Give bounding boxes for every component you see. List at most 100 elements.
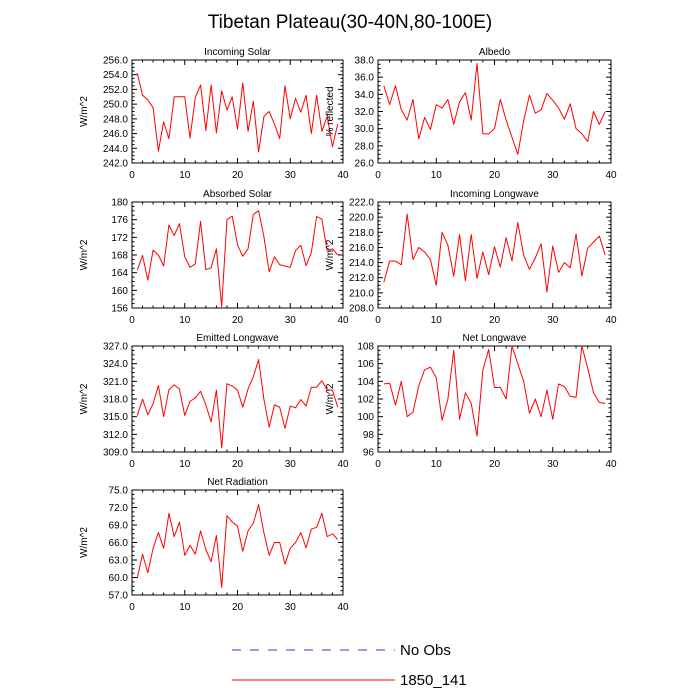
y-tick-label: 324.0 [103, 359, 128, 370]
x-tick-label: 40 [337, 459, 349, 470]
plot-frame [377, 201, 612, 309]
x-tick-label: 0 [375, 315, 381, 326]
plot-frame [377, 59, 612, 164]
y-tick-label: 327.0 [103, 342, 128, 353]
series-line-1850-141 [383, 62, 606, 155]
x-tick-label: 0 [129, 459, 135, 470]
panel-title: Net Radiation [207, 477, 268, 488]
plot-frame [377, 345, 612, 453]
y-tick-label: 106 [357, 359, 374, 370]
y-tick-label: 212.0 [349, 273, 374, 284]
x-tick-label: 30 [285, 170, 297, 181]
x-tick-label: 20 [489, 170, 501, 181]
y-tick-label: 309.0 [103, 448, 128, 459]
panel-title: Albedo [479, 47, 511, 58]
y-axis-label: W/m^2 [79, 96, 90, 127]
series-line-1850-141 [136, 210, 339, 308]
x-tick-label: 10 [431, 315, 443, 326]
x-tick-label: 0 [129, 602, 135, 613]
x-tick-label: 30 [547, 459, 559, 470]
y-tick-label: 60.0 [109, 573, 129, 584]
panel-incoming-longwave: Incoming Longwave W/m^2 208.0 210.0 212.0 214… [325, 189, 617, 326]
y-tick-label: 72.0 [109, 503, 129, 514]
series-line-1850-141 [136, 359, 339, 449]
y-axis-label: W/m^2 [325, 239, 336, 270]
y-tick-label: 222.0 [349, 198, 374, 209]
y-tick-label: 321.0 [103, 377, 128, 388]
y-tick-label: 26.0 [355, 159, 375, 170]
y-tick-label: 28.0 [355, 141, 375, 152]
series-line-1850-141 [136, 504, 339, 588]
x-tick-label: 20 [489, 315, 501, 326]
y-tick-label: 208.0 [349, 304, 374, 315]
y-tick-label: 315.0 [103, 412, 128, 423]
panel-albedo: Albedo % reflected 26.0 28.0 30.0 32.0 34.0 36.… [325, 47, 617, 181]
y-tick-label: 248.0 [103, 114, 128, 125]
y-tick-label: 318.0 [103, 395, 128, 406]
y-tick-label: 57.0 [109, 591, 129, 602]
y-tick-label: 63.0 [109, 556, 129, 567]
y-tick-label: 156 [111, 304, 128, 315]
y-tick-label: 218.0 [349, 228, 374, 239]
x-tick-label: 30 [547, 170, 559, 181]
panel-emitted-longwave: Emitted Longwave W/m^2 309.0 312.0 315.0 318.… [79, 333, 349, 470]
panels: Incoming Solar W/m^2 242.0 244.0 246.0 248.0 2… [79, 47, 617, 613]
x-tick-label: 0 [129, 170, 135, 181]
y-tick-label: 172 [111, 233, 128, 244]
y-tick-label: 312.0 [103, 430, 128, 441]
y-axis-label: % reflected [325, 86, 336, 136]
plot-frame [131, 489, 344, 596]
y-tick-label: 254.0 [103, 70, 128, 81]
x-tick-label: 10 [179, 315, 191, 326]
y-tick-label: 242.0 [103, 159, 128, 170]
x-tick-label: 10 [179, 459, 191, 470]
panel-absorbed-solar: Absorbed Solar W/m^2 156 160 164 168 172 176 180… [79, 189, 349, 326]
legend-label-no-obs: No Obs [400, 642, 451, 659]
figure-title: Tibetan Plateau(30-40N,80-100E) [208, 12, 492, 33]
y-tick-label: 108 [357, 342, 374, 353]
x-tick-label: 30 [285, 315, 297, 326]
y-tick-label: 256.0 [103, 56, 128, 67]
series-line-1850-141 [383, 345, 606, 437]
y-axis-label: W/m^2 [79, 383, 90, 414]
x-tick-label: 20 [489, 459, 501, 470]
y-tick-label: 36.0 [355, 73, 375, 84]
y-tick-label: 66.0 [109, 538, 129, 549]
x-tick-label: 20 [232, 315, 244, 326]
panel-net-longwave: Net Longwave W/m^2 96 98 100 102 104 106 108 0 10 2… [325, 333, 617, 470]
x-tick-label: 30 [285, 459, 297, 470]
x-tick-label: 40 [337, 170, 349, 181]
y-axis-label: W/m^2 [79, 239, 90, 270]
y-tick-label: 100 [357, 412, 374, 423]
y-tick-label: 244.0 [103, 144, 128, 155]
y-axis-label: W/m^2 [79, 527, 90, 558]
y-tick-label: 32.0 [355, 107, 375, 118]
x-tick-label: 40 [337, 602, 349, 613]
y-axis-label: W/m^2 [325, 383, 336, 414]
y-tick-label: 98 [363, 430, 375, 441]
plot-frame [131, 201, 344, 309]
panel-title: Emitted Longwave [196, 333, 279, 344]
x-tick-label: 40 [605, 459, 617, 470]
y-tick-label: 104 [357, 377, 374, 388]
y-tick-label: 176 [111, 215, 128, 226]
x-tick-label: 20 [232, 170, 244, 181]
y-tick-label: 38.0 [355, 56, 375, 67]
y-tick-label: 30.0 [355, 124, 375, 135]
y-tick-label: 34.0 [355, 90, 375, 101]
x-tick-label: 20 [232, 459, 244, 470]
series-line-1850-141 [383, 213, 606, 293]
x-tick-label: 40 [337, 315, 349, 326]
x-tick-label: 30 [547, 315, 559, 326]
panel-title: Net Longwave [463, 333, 527, 344]
y-tick-label: 69.0 [109, 521, 129, 532]
y-tick-label: 216.0 [349, 243, 374, 254]
x-tick-label: 30 [285, 602, 297, 613]
x-tick-label: 0 [129, 315, 135, 326]
y-tick-label: 252.0 [103, 85, 128, 96]
y-tick-label: 164 [111, 268, 128, 279]
y-tick-label: 210.0 [349, 288, 374, 299]
x-tick-label: 10 [431, 459, 443, 470]
panel-incoming-solar: Incoming Solar W/m^2 242.0 244.0 246.0 248.0 2… [79, 47, 349, 181]
